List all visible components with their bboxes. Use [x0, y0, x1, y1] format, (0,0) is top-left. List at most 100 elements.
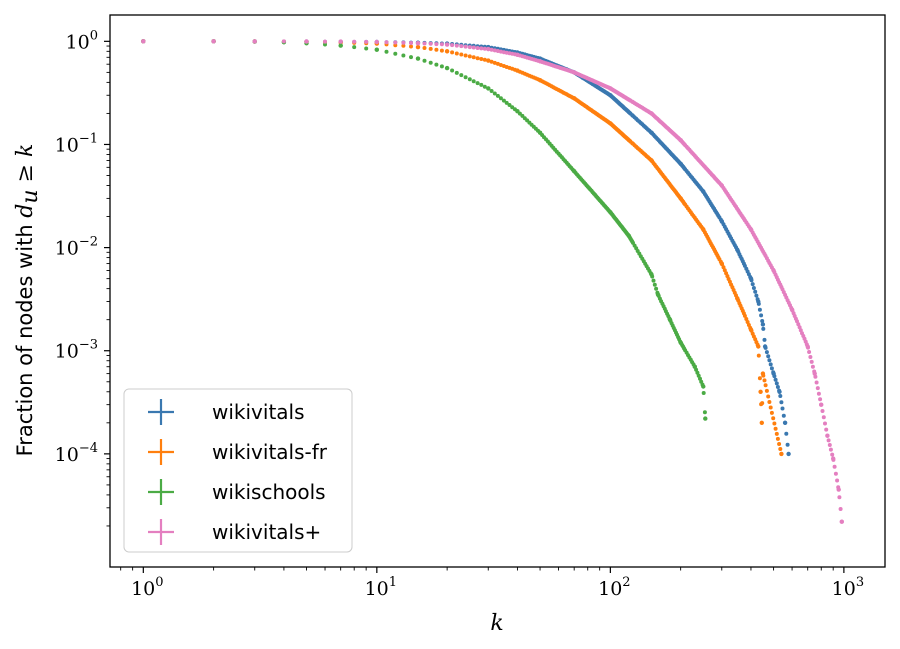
data-point	[764, 388, 769, 393]
data-point	[409, 55, 413, 60]
data-point	[428, 41, 433, 46]
data-point	[701, 391, 706, 395]
data-point	[719, 261, 724, 266]
data-point	[475, 46, 480, 50]
data-point	[439, 42, 444, 47]
y-axis-label: Fraction of nodes with du ≥ k	[13, 144, 43, 457]
data-point	[678, 340, 683, 345]
plot-frame	[109, 14, 886, 568]
data-point	[809, 359, 814, 364]
data-point	[782, 420, 788, 425]
x-axis-label: k	[490, 611, 503, 636]
data-point	[482, 84, 487, 89]
data-point	[608, 86, 613, 91]
data-point	[450, 68, 455, 73]
data-point	[784, 431, 789, 436]
data-point	[393, 40, 398, 45]
data-point	[415, 44, 421, 50]
data-point	[819, 402, 824, 407]
legend-item: wikivitals	[148, 399, 305, 425]
data-point	[805, 344, 810, 349]
data-point	[649, 130, 654, 135]
data-point	[719, 219, 724, 224]
data-point	[450, 43, 455, 48]
data-point	[796, 322, 801, 327]
data-point	[498, 96, 503, 101]
data-point	[748, 327, 754, 332]
data-point	[735, 296, 740, 301]
data-point	[766, 394, 771, 399]
data-point	[814, 380, 819, 385]
data-point	[759, 420, 764, 425]
data-point	[626, 233, 631, 238]
data-point	[504, 100, 509, 105]
legend-label: wikischools	[212, 480, 326, 504]
y-axis-label-sub: u	[18, 189, 43, 203]
data-point	[780, 406, 785, 411]
data-point	[762, 378, 767, 383]
data-point	[774, 381, 779, 386]
data-point	[475, 81, 480, 86]
data-point	[338, 39, 343, 44]
data-point	[825, 433, 830, 438]
data-point	[454, 51, 459, 56]
data-point	[608, 210, 613, 215]
data-point	[384, 49, 389, 54]
data-point	[492, 48, 497, 53]
legend-item: wikivitals-fr	[148, 439, 328, 465]
data-point	[211, 39, 216, 44]
data-point	[459, 44, 464, 49]
data-point	[769, 366, 774, 371]
data-point	[701, 384, 706, 389]
data-point	[471, 45, 476, 50]
data-point	[572, 169, 577, 174]
data-point	[393, 51, 398, 56]
data-point	[608, 121, 613, 126]
data-point	[515, 68, 520, 73]
data-point	[486, 86, 491, 91]
data-point	[828, 447, 833, 452]
data-point	[489, 47, 494, 52]
data-point	[786, 451, 791, 457]
y-axis-ticks: 100 10−1 10−2 10−3 10−4	[55, 28, 110, 527]
data-point	[785, 442, 790, 447]
data-point	[454, 43, 459, 48]
data-point	[767, 400, 772, 404]
data-point	[748, 276, 754, 281]
data-point	[352, 39, 357, 44]
data-point	[756, 353, 761, 358]
data-point	[778, 447, 783, 451]
data-point	[422, 41, 427, 46]
data-point	[756, 344, 761, 349]
data-point	[771, 371, 776, 376]
data-point	[766, 354, 771, 359]
data-point	[401, 40, 406, 45]
data-point	[537, 130, 543, 135]
data-point	[781, 413, 786, 418]
data-point	[422, 58, 427, 63]
data-point	[252, 39, 257, 44]
data-point	[839, 519, 844, 524]
data-point	[501, 98, 506, 103]
data-point	[463, 75, 468, 80]
legend: wikivitals wikivitals-fr wikischools wikivi…	[123, 388, 353, 553]
data-point	[823, 421, 827, 426]
legend-label: wikivitals	[212, 400, 305, 424]
data-point	[777, 442, 782, 446]
data-point	[767, 358, 772, 363]
data-point	[655, 292, 661, 297]
data-point	[454, 70, 459, 75]
data-point	[439, 64, 444, 69]
data-point	[492, 91, 497, 96]
data-point	[434, 42, 439, 47]
data-point	[463, 44, 468, 49]
series-wikivitals-fr	[141, 39, 784, 457]
data-point	[486, 46, 491, 52]
data-point	[463, 53, 468, 58]
data-point	[807, 350, 812, 354]
data-point	[450, 50, 455, 55]
y-tick-label: 10−2	[55, 235, 98, 260]
data-point	[281, 39, 286, 44]
data-point	[364, 46, 369, 51]
data-point	[759, 313, 764, 318]
